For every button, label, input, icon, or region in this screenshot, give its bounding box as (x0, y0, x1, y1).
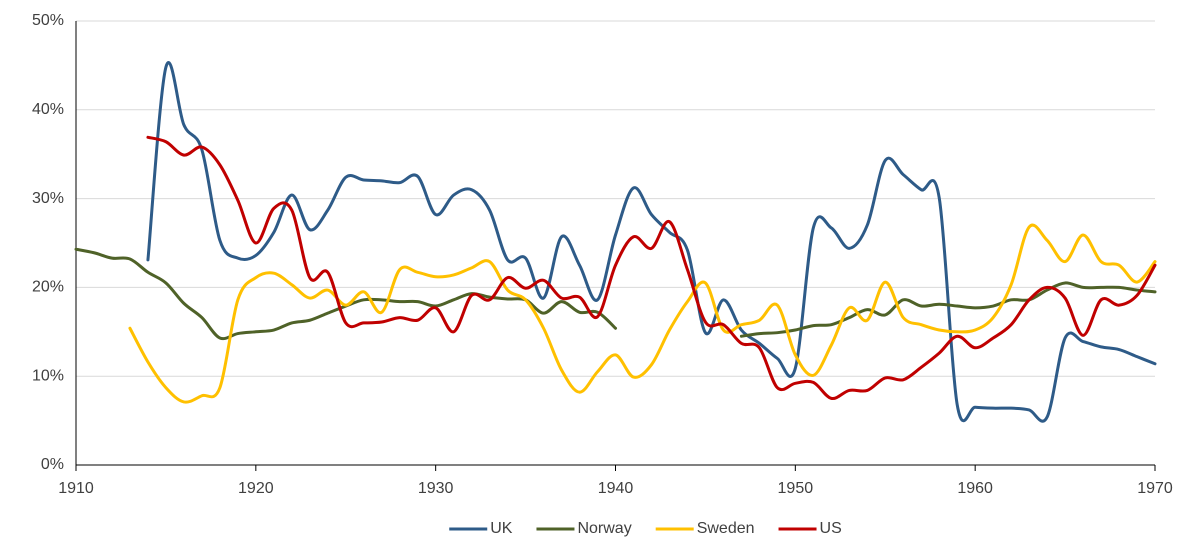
y-tick-label: 0% (41, 456, 64, 473)
series-line (128, 223, 1157, 404)
y-tick-label: 50% (32, 12, 64, 29)
y-tick-label: 20% (32, 279, 64, 296)
x-tick-label: 1940 (598, 480, 634, 497)
y-tick-label: 10% (32, 367, 64, 384)
x-tick-label: 1930 (418, 480, 454, 497)
x-tick-label: 1970 (1137, 480, 1173, 497)
series-line (146, 135, 1157, 400)
legend-label: US (820, 520, 842, 537)
legend-label: Norway (577, 520, 631, 537)
y-tick-label: 30% (32, 190, 64, 207)
series-line (146, 61, 1157, 423)
x-tick-label: 1920 (238, 480, 274, 497)
legend-label: Sweden (697, 520, 755, 537)
x-tick-label: 1960 (957, 480, 993, 497)
y-tick-label: 40% (32, 101, 64, 118)
x-tick-label: 1950 (778, 480, 814, 497)
x-tick-label: 1910 (58, 480, 94, 497)
legend-label: UK (490, 520, 513, 537)
